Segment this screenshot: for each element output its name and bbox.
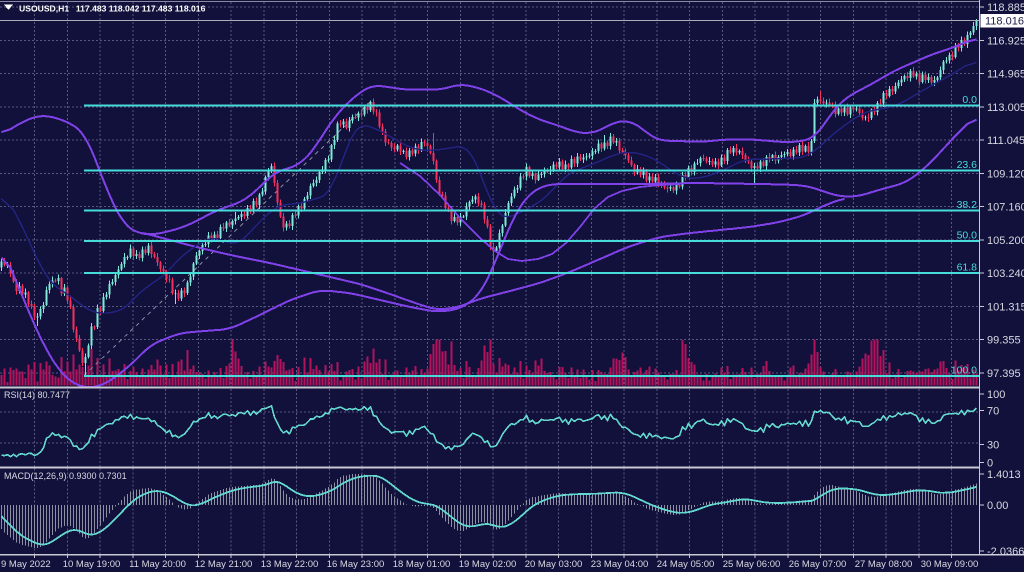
svg-text:20 May 03:00: 20 May 03:00 [525, 559, 583, 570]
svg-text:12 May 21:00: 12 May 21:00 [195, 559, 253, 570]
svg-text:10 May 19:00: 10 May 19:00 [63, 559, 121, 570]
svg-text:1.4013: 1.4013 [987, 469, 1021, 481]
svg-text:103.240: 103.240 [987, 268, 1024, 280]
svg-text:0.0: 0.0 [962, 94, 977, 106]
svg-text:27 May 08:00: 27 May 08:00 [855, 559, 913, 570]
svg-text:114.965: 114.965 [987, 69, 1024, 81]
svg-text:50.0: 50.0 [957, 230, 978, 242]
svg-text:30: 30 [987, 440, 999, 452]
svg-text:25 May 06:00: 25 May 06:00 [723, 559, 781, 570]
svg-text:38.2: 38.2 [957, 199, 978, 211]
svg-text:23.6: 23.6 [957, 159, 978, 171]
svg-text:101.315: 101.315 [987, 301, 1024, 313]
svg-text:111.045: 111.045 [987, 135, 1024, 147]
svg-text:118.016: 118.016 [985, 16, 1024, 28]
svg-text:9 May 2022: 9 May 2022 [1, 559, 51, 570]
svg-text:116.925: 116.925 [987, 35, 1024, 47]
svg-text:100.0: 100.0 [951, 364, 977, 376]
svg-text:107.160: 107.160 [987, 202, 1024, 214]
svg-text:16 May 23:00: 16 May 23:00 [327, 559, 385, 570]
svg-text:RSI(14) 80.7477: RSI(14) 80.7477 [4, 390, 70, 400]
svg-text:99.355: 99.355 [987, 335, 1021, 347]
svg-text:13 May 22:00: 13 May 22:00 [261, 559, 319, 570]
svg-text:26 May 07:00: 26 May 07:00 [789, 559, 847, 570]
svg-text:100: 100 [987, 389, 1005, 401]
svg-text:113.005: 113.005 [987, 102, 1024, 114]
svg-text:MACD(12,26,9) 0.9300 0.7301: MACD(12,26,9) 0.9300 0.7301 [4, 471, 127, 481]
svg-text:0: 0 [987, 458, 993, 470]
svg-text:30 May 09:00: 30 May 09:00 [921, 559, 979, 570]
svg-text:97.395: 97.395 [987, 368, 1021, 380]
svg-text:23 May 04:00: 23 May 04:00 [591, 559, 649, 570]
svg-text:-2.0366: -2.0366 [987, 546, 1024, 558]
svg-text:105.200: 105.200 [987, 235, 1024, 247]
svg-text:109.120: 109.120 [987, 168, 1024, 180]
svg-text:61.8: 61.8 [957, 261, 978, 273]
svg-text:USOUSD,H1 117.483 118.042 117: USOUSD,H1 117.483 118.042 117.483 118.01… [19, 4, 206, 14]
svg-text:18 May 01:00: 18 May 01:00 [393, 559, 451, 570]
svg-text:24 May 05:00: 24 May 05:00 [657, 559, 715, 570]
svg-text:11 May 20:00: 11 May 20:00 [129, 559, 186, 570]
svg-text:19 May 02:00: 19 May 02:00 [459, 559, 517, 570]
svg-text:0.00: 0.00 [987, 500, 1008, 512]
svg-text:118.885: 118.885 [987, 2, 1024, 14]
svg-text:70: 70 [987, 406, 999, 418]
